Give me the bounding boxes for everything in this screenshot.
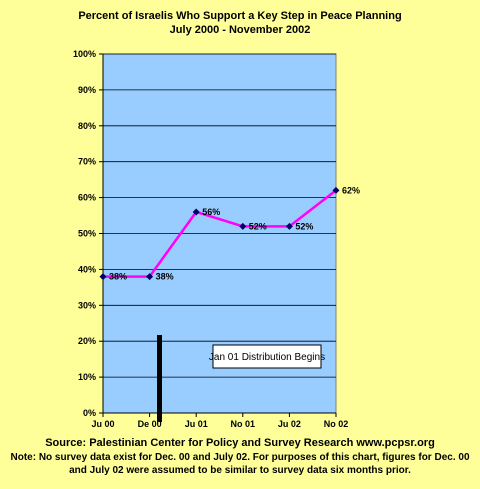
chart-title: Percent of Israelis Who Support a Key St… [78, 10, 402, 22]
y-tick-label: 70% [78, 157, 96, 167]
y-tick-label: 20% [78, 336, 96, 346]
data-label: 38% [156, 272, 174, 282]
note-line-2: and July 02 were assumed to be similar t… [69, 465, 411, 476]
y-tick-label: 90% [78, 85, 96, 95]
y-tick-label: 10% [78, 372, 96, 382]
gridlines [103, 53, 336, 378]
x-tick-label: Ju 00 [91, 419, 114, 429]
y-tick-label: 0% [83, 408, 96, 418]
data-point-marker [285, 222, 293, 230]
data-label: 56% [202, 207, 220, 217]
data-point-marker [332, 186, 340, 194]
y-tick-label: 60% [78, 193, 96, 203]
source-text: Source: Palestinian Center for Policy an… [45, 437, 435, 449]
y-tick-label: 80% [78, 121, 96, 131]
distribution-callout-label: Jan 01 Distribution Begins [209, 352, 325, 363]
x-tick-label: No 02 [324, 419, 349, 429]
series-line-layer: 38% 38% 56% 52% 52% 62% [99, 185, 360, 282]
line-chart: 0% 10% 20% 30% 40% 50% 60% 70% 80% 90% 100% Ju 00 D… [73, 49, 360, 429]
y-tick-label: 30% [78, 300, 96, 310]
note-text: Note: No survey data exist for Dec. 00 a… [2, 451, 478, 477]
data-point-marker [146, 273, 154, 281]
y-tick-label: 100% [73, 49, 96, 59]
data-label: 52% [295, 221, 313, 231]
y-tick-label: 50% [78, 229, 96, 239]
data-point-marker [239, 222, 247, 230]
series-line [103, 189, 337, 278]
note-line-1: Note: No survey data exist for Dec. 00 a… [10, 452, 470, 463]
x-tick-label: De 00 [138, 419, 162, 429]
distribution-start-bar [157, 335, 162, 422]
data-label: 52% [249, 221, 267, 231]
data-label: 62% [342, 185, 360, 195]
x-tick-labels: Ju 00 De 00 Ju 01 No 01 Ju 02 No 02 [91, 413, 348, 429]
data-label: 38% [109, 272, 127, 282]
y-tick-label: 40% [78, 264, 96, 274]
x-tick-label: Ju 02 [278, 419, 301, 429]
y-tick-labels: 0% 10% 20% 30% 40% 50% 60% 70% 80% 90% 100% [73, 49, 103, 418]
data-point-marker [192, 208, 200, 216]
distribution-callout-box [212, 344, 322, 369]
x-tick-label: No 01 [231, 419, 256, 429]
chart-subtitle: July 2000 - November 2002 [169, 24, 311, 36]
x-tick-label: Ju 01 [185, 419, 208, 429]
event-marker: Jan 01 Distribution Begins [157, 335, 325, 422]
data-point-marker [99, 273, 107, 281]
chart-title-block: Percent of Israelis Who Support a Key St… [0, 9, 480, 37]
